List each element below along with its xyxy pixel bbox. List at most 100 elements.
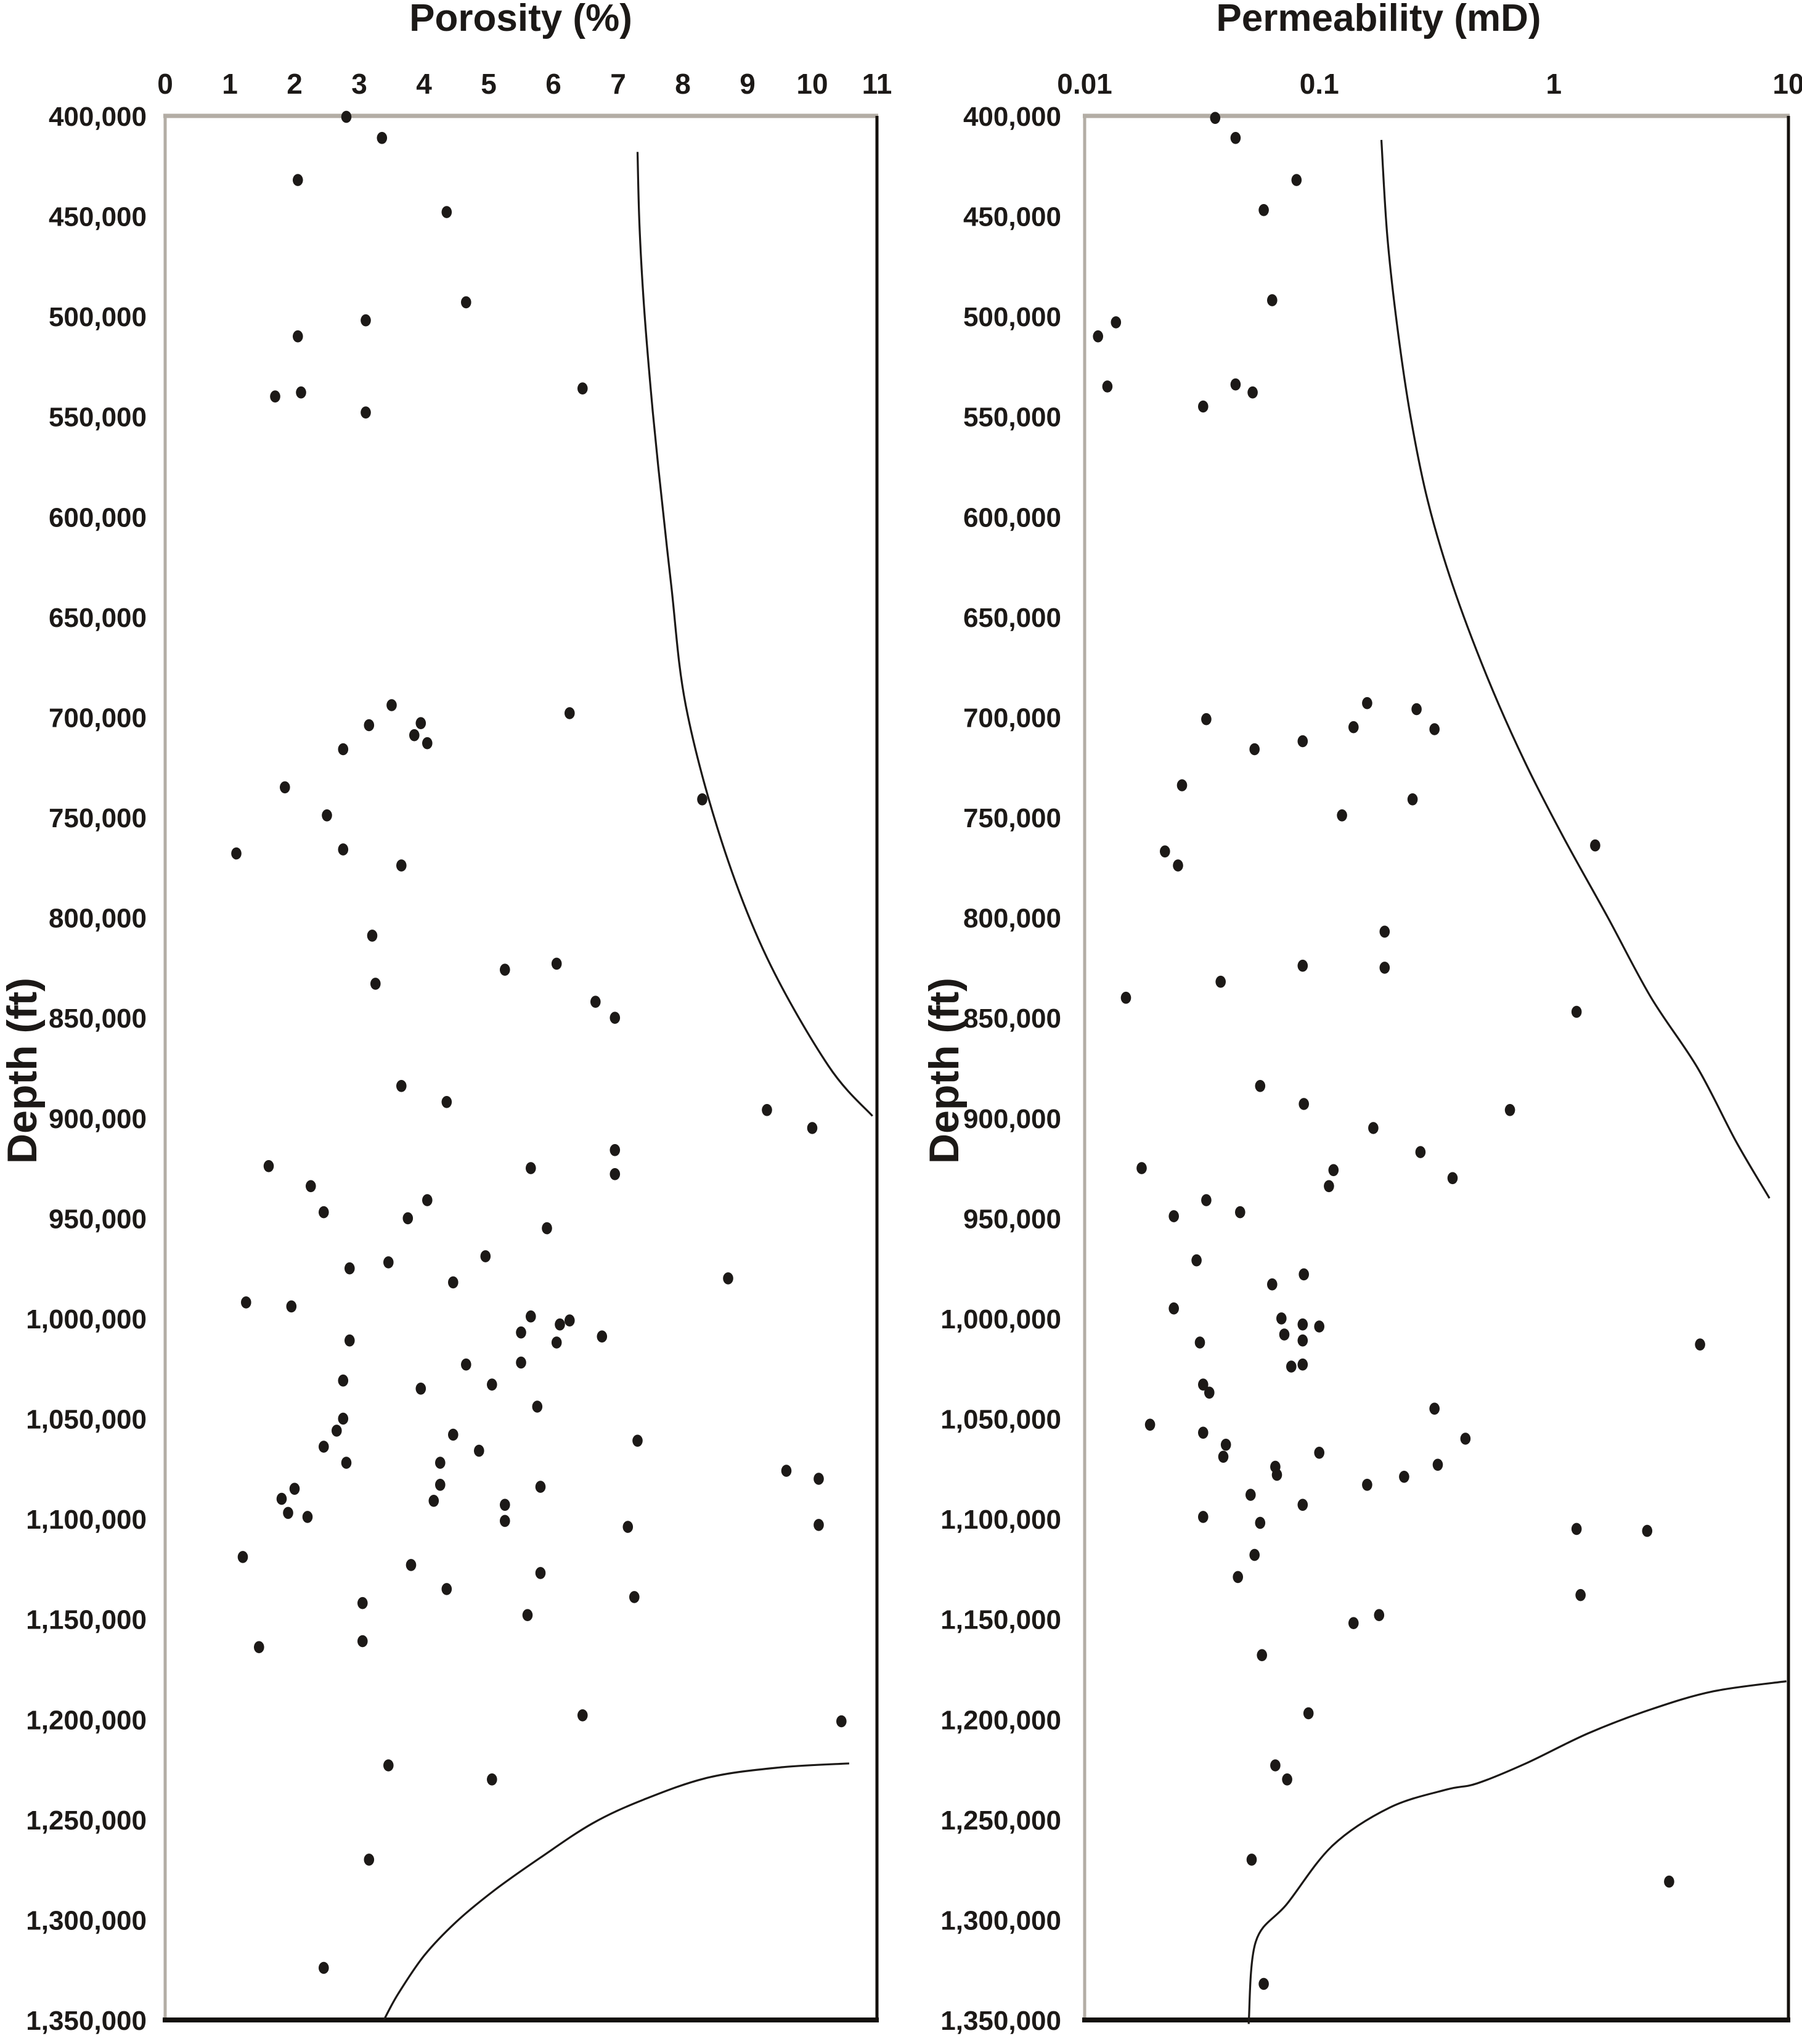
data-point — [535, 1481, 546, 1493]
y-tick-label: 1,250,000 — [940, 1805, 1061, 1836]
data-point — [1093, 330, 1103, 343]
data-point — [231, 847, 242, 860]
data-point — [1297, 959, 1308, 972]
y-tick-label: 950,000 — [49, 1204, 147, 1234]
data-point — [1571, 1523, 1582, 1535]
data-point — [1282, 1773, 1292, 1786]
data-point — [532, 1400, 543, 1413]
y-tick-label: 1,300,000 — [26, 1905, 147, 1936]
data-point — [632, 1434, 643, 1447]
data-point — [697, 793, 707, 806]
data-point — [1303, 1707, 1314, 1720]
data-point — [1297, 1498, 1308, 1511]
data-point — [441, 206, 452, 218]
data-point — [1337, 809, 1347, 822]
data-point — [1276, 1312, 1287, 1325]
data-point — [386, 699, 397, 711]
data-point — [836, 1715, 847, 1728]
data-point — [461, 1358, 471, 1371]
y-tick-label: 1,100,000 — [940, 1505, 1061, 1535]
data-point — [1220, 1439, 1231, 1451]
data-point — [1191, 1254, 1202, 1267]
y-tick-label: 550,000 — [49, 403, 147, 433]
data-point — [1298, 1268, 1309, 1281]
data-point — [813, 1519, 824, 1531]
data-point — [1379, 962, 1390, 974]
data-point — [1429, 723, 1440, 735]
data-point — [1590, 839, 1600, 852]
x-tick-label: 10 — [796, 68, 828, 100]
data-point — [1204, 1386, 1215, 1399]
data-point — [480, 1250, 491, 1262]
data-point — [610, 1168, 621, 1180]
data-point — [1160, 845, 1170, 858]
data-point — [1194, 1336, 1205, 1349]
data-point — [516, 1356, 526, 1369]
data-point — [500, 963, 510, 976]
y-tick-label: 400,000 — [963, 102, 1061, 132]
y-tick-label: 1,000,000 — [26, 1304, 147, 1335]
data-point — [1374, 1609, 1385, 1621]
y-tick-label: 600,000 — [963, 502, 1061, 533]
data-point — [422, 737, 433, 750]
y-tick-label: 450,000 — [963, 202, 1061, 232]
data-point — [441, 1583, 452, 1595]
data-point — [1168, 1302, 1179, 1315]
data-point — [1120, 991, 1131, 1004]
data-point — [306, 1180, 316, 1193]
data-point — [319, 1441, 329, 1453]
data-point — [383, 1256, 394, 1269]
data-point — [293, 330, 303, 343]
data-point — [1297, 1334, 1308, 1347]
data-point — [590, 995, 601, 1008]
porosity-chart-title: Porosity (%) — [409, 0, 632, 39]
data-point — [448, 1428, 459, 1441]
data-point — [1362, 697, 1372, 709]
data-point — [1255, 1516, 1266, 1529]
data-point — [1297, 1318, 1308, 1331]
data-point — [370, 978, 381, 990]
y-tick-label: 950,000 — [963, 1204, 1061, 1234]
y-tick-label: 500,000 — [49, 302, 147, 332]
y-tick-label: 800,000 — [963, 904, 1061, 934]
lower-envelope-curve — [383, 1762, 849, 2021]
y-tick-label: 750,000 — [963, 803, 1061, 833]
data-point — [610, 1144, 621, 1156]
data-point — [1136, 1162, 1147, 1174]
x-tick-label: 2 — [287, 68, 303, 100]
y-tick-label: 700,000 — [963, 703, 1061, 734]
data-point — [535, 1567, 546, 1579]
data-point — [280, 781, 290, 794]
data-point — [461, 296, 471, 309]
data-point — [1246, 1854, 1257, 1866]
data-point — [1201, 1194, 1212, 1206]
data-point — [270, 390, 280, 403]
data-point — [1230, 132, 1241, 144]
data-point — [1246, 1489, 1256, 1501]
data-point — [367, 930, 378, 942]
y-tick-label: 800,000 — [49, 904, 147, 934]
data-point — [1348, 721, 1359, 734]
data-point — [1399, 1471, 1409, 1483]
y-tick-label: 900,000 — [49, 1104, 147, 1134]
x-tick-label: 5 — [481, 68, 497, 100]
data-point — [1267, 1278, 1278, 1291]
data-point — [341, 1457, 352, 1469]
data-point — [422, 1194, 433, 1206]
data-point — [551, 1336, 562, 1349]
y-tick-label: 850,000 — [963, 1004, 1061, 1034]
data-point — [415, 1383, 426, 1395]
data-point — [1279, 1328, 1290, 1341]
data-point — [241, 1296, 251, 1309]
y-tick-label: 1,150,000 — [940, 1605, 1061, 1635]
data-point — [1270, 1759, 1281, 1772]
data-point — [487, 1773, 497, 1786]
data-point — [1249, 1548, 1260, 1561]
data-point — [762, 1104, 772, 1116]
data-point — [276, 1492, 287, 1505]
data-point — [1198, 400, 1209, 413]
y-tick-label: 750,000 — [49, 803, 147, 833]
